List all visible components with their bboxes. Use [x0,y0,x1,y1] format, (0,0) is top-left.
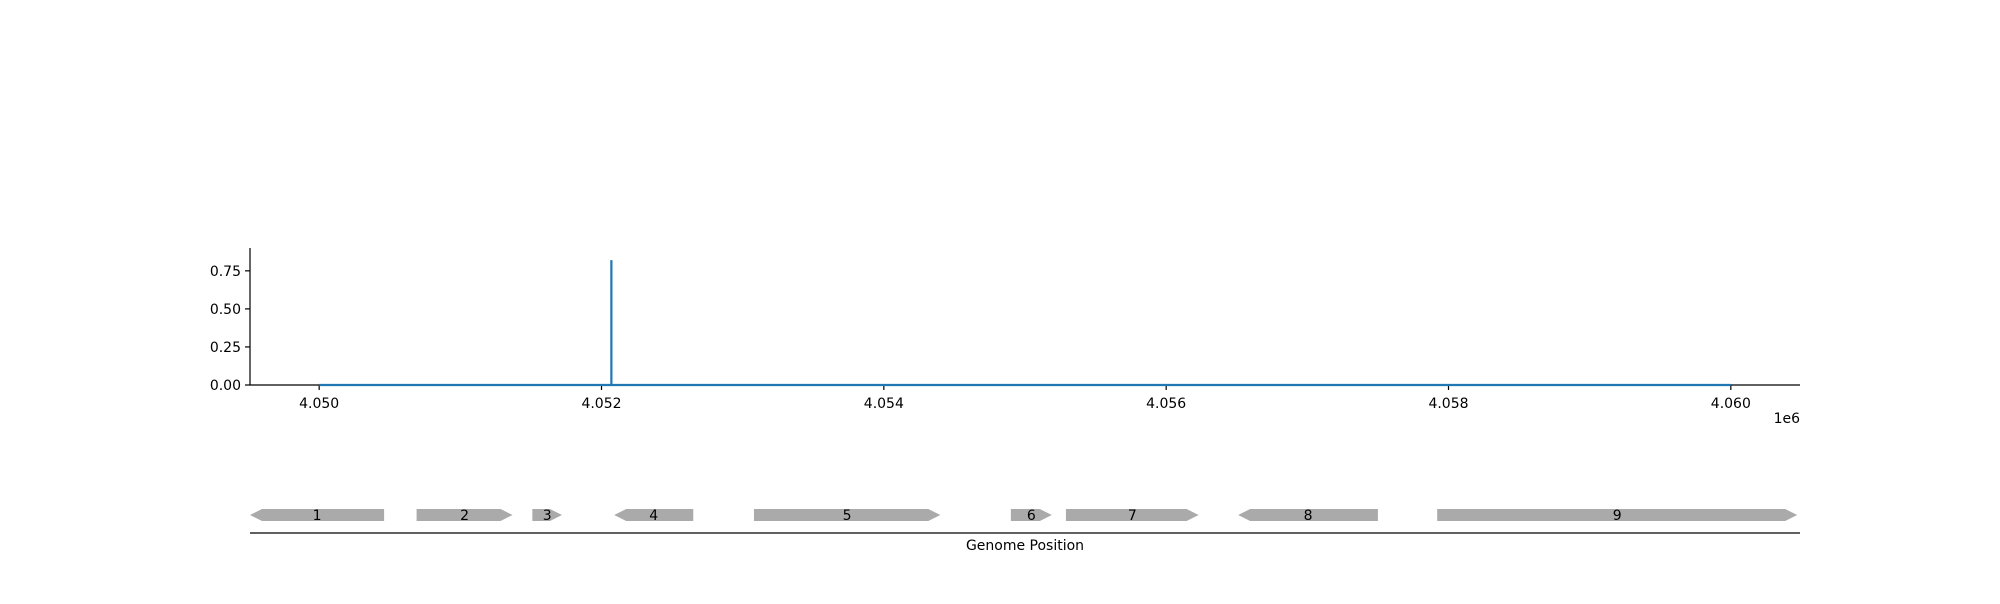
gene-track: 1 2 3 4 5 6 7 8 9 [250,508,1800,534]
gene-feature-1 [250,509,385,521]
gene-feature-4 [614,509,694,521]
gene-feature-7 [1065,509,1199,521]
y-tick-label: 0.50 [210,302,241,318]
coverage-line [319,260,1731,387]
coverage-plot: 0.00 0.25 0.50 0.75 4.050 4.052 4.054 4.056 4.05… [210,248,1800,412]
gene-feature-3 [532,509,562,521]
gene-feature-9 [1437,509,1798,521]
x-tick-label: 4.054 [864,396,904,412]
gene-feature-5 [753,509,941,521]
gene-feature-label: 5 [843,508,852,524]
gene-feature-label: 9 [1613,508,1622,524]
gene-feature-8 [1238,509,1378,521]
y-tick-label: 0.75 [210,264,241,280]
track-x-axis-label: Genome Position [966,538,1084,554]
x-tick-label: 4.058 [1428,396,1468,412]
gene-feature-label: 4 [649,508,658,524]
gene-feature-label: 1 [313,508,322,524]
x-tick-label: 4.056 [1146,396,1186,412]
gene-feature-label: 2 [460,508,469,524]
x-tick-label: 4.052 [581,396,621,412]
gene-feature-label: 6 [1027,508,1036,524]
gene-feature-label: 3 [543,508,552,524]
x-offset-label: 1e6 [1774,411,1801,427]
x-tick-label: 4.060 [1711,396,1751,412]
gene-feature-2 [416,509,513,521]
gene-feature-6 [1010,509,1052,521]
x-tick-label: 4.050 [299,396,339,412]
gene-feature-label: 7 [1128,508,1137,524]
y-tick-label: 0.25 [210,340,241,356]
gene-feature-label: 8 [1304,508,1313,524]
y-tick-label: 0.00 [210,378,241,394]
